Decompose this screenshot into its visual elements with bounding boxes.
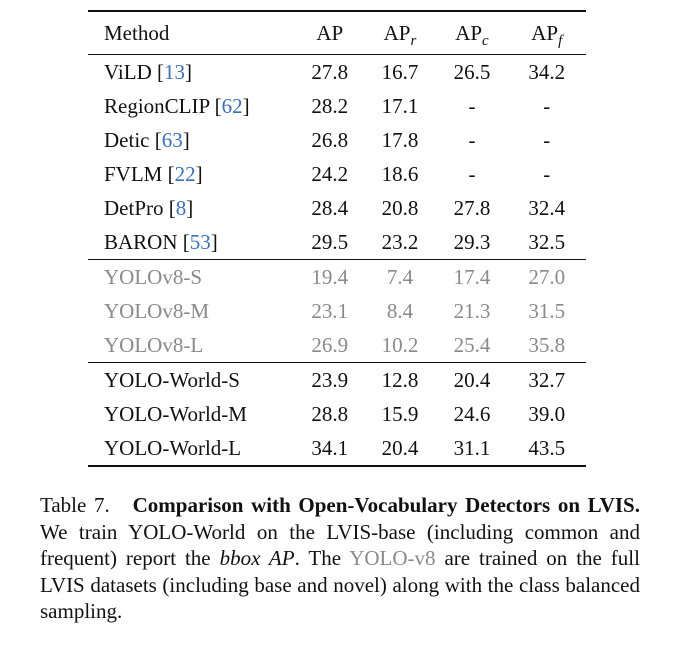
table-row: YOLO-World-M 28.8 15.9 24.6 39.0 — [88, 397, 586, 431]
ap-r-cell: 12.8 — [381, 368, 419, 392]
ap-f-cell: 39.0 — [528, 402, 566, 426]
ap-cell: 28.2 — [311, 94, 349, 118]
method-cell: Detic [63] — [104, 128, 190, 152]
ap-cell: 23.9 — [311, 368, 349, 392]
ap-f-cell: - — [543, 162, 551, 186]
reference-link[interactable]: 13 — [163, 60, 185, 84]
ap-cell: 28.4 — [311, 196, 349, 220]
table-row: YOLOv8-M 23.1 8.4 21.3 31.5 — [88, 294, 586, 328]
results-table-container: Method AP APr APc APf ViLD [13] 27.8 16.… — [88, 10, 586, 467]
ap-f-cell: 32.5 — [528, 230, 566, 254]
ap-r-cell: 20.4 — [381, 436, 419, 460]
caption-gray-term: YOLO-v8 — [349, 546, 436, 570]
comparison-table: Method AP APr APc APf ViLD [13] 27.8 16.… — [88, 10, 586, 467]
table-row: YOLO-World-S 23.9 12.8 20.4 32.7 — [88, 363, 586, 398]
ap-r-cell: 17.1 — [381, 94, 419, 118]
ap-r-cell: 23.2 — [381, 230, 419, 254]
yolov8-group: YOLOv8-S 19.4 7.4 17.4 27.0 YOLOv8-M 23.… — [88, 260, 586, 363]
ap-c-cell: - — [468, 94, 476, 118]
table-row: BARON [53] 29.5 23.2 29.3 32.5 — [88, 225, 586, 260]
ap-cell: 28.8 — [311, 402, 349, 426]
reference-link[interactable]: 62 — [221, 94, 243, 118]
method-cell: YOLO-World-L — [104, 436, 242, 460]
baseline-methods-group: ViLD [13] 27.8 16.7 26.5 34.2 RegionCLIP… — [88, 55, 586, 260]
table-row: DetPro [8] 28.4 20.8 27.8 32.4 — [88, 191, 586, 225]
ap-f-cell: 31.5 — [528, 299, 566, 323]
table-row: YOLOv8-S 19.4 7.4 17.4 27.0 — [88, 260, 586, 295]
method-cell: YOLOv8-M — [104, 299, 209, 323]
header-ap: AP — [316, 21, 344, 45]
header-row: Method AP APr APc APf — [88, 11, 586, 55]
reference-link[interactable]: 8 — [175, 196, 187, 220]
ap-r-cell: 7.4 — [386, 265, 414, 289]
ap-c-cell: 25.4 — [453, 333, 491, 357]
ap-c-cell: - — [468, 128, 476, 152]
method-cell: YOLOv8-S — [104, 265, 202, 289]
table-row: Detic [63] 26.8 17.8 - - — [88, 123, 586, 157]
reference-link[interactable]: 22 — [174, 162, 196, 186]
ap-r-cell: 10.2 — [381, 333, 419, 357]
ap-c-cell: - — [468, 162, 476, 186]
method-cell: YOLO-World-M — [104, 402, 247, 426]
ap-f-cell: 43.5 — [528, 436, 566, 460]
ap-f-cell: - — [543, 128, 551, 152]
ap-cell: 23.1 — [311, 299, 349, 323]
ap-c-cell: 21.3 — [453, 299, 491, 323]
ap-r-cell: 20.8 — [381, 196, 419, 220]
ap-r-cell: 8.4 — [386, 299, 414, 323]
table-row: YOLO-World-L 34.1 20.4 31.1 43.5 — [88, 431, 586, 466]
ap-cell: 24.2 — [311, 162, 349, 186]
ap-c-cell: 24.6 — [453, 402, 491, 426]
ap-cell: 34.1 — [311, 436, 349, 460]
method-cell: YOLO-World-S — [104, 368, 240, 392]
caption-title: Comparison with Open-Vocabulary Detector… — [132, 493, 640, 517]
ap-r-cell: 17.8 — [381, 128, 419, 152]
table-row: RegionCLIP [62] 28.2 17.1 - - — [88, 89, 586, 123]
ap-f-cell: 35.8 — [528, 333, 566, 357]
ap-f-cell: 32.7 — [528, 368, 566, 392]
caption-italic-term: bbox AP — [219, 546, 295, 570]
ap-f-cell: 27.0 — [528, 265, 566, 289]
ap-f-cell: 34.2 — [528, 60, 566, 84]
table-row: FVLM [22] 24.2 18.6 - - — [88, 157, 586, 191]
ap-cell: 26.9 — [311, 333, 349, 357]
ap-f-cell: - — [543, 94, 551, 118]
reference-link[interactable]: 53 — [189, 230, 211, 254]
ap-cell: 19.4 — [311, 265, 349, 289]
method-cell: ViLD [13] — [104, 60, 192, 84]
ap-c-cell: 20.4 — [453, 368, 491, 392]
caption-text-2: . The — [294, 546, 342, 570]
table-caption: Table 7. Comparison with Open-Vocabulary… — [40, 492, 640, 625]
method-cell: RegionCLIP [62] — [104, 94, 250, 118]
ap-c-cell: 27.8 — [453, 196, 491, 220]
ap-r-cell: 16.7 — [381, 60, 419, 84]
ap-cell: 26.8 — [311, 128, 349, 152]
header-method: Method — [104, 21, 170, 45]
table-row: ViLD [13] 27.8 16.7 26.5 34.2 — [88, 55, 586, 90]
ap-c-cell: 26.5 — [453, 60, 491, 84]
method-cell: YOLOv8-L — [104, 333, 204, 357]
ap-c-cell: 17.4 — [453, 265, 491, 289]
ap-cell: 27.8 — [311, 60, 349, 84]
reference-link[interactable]: 63 — [161, 128, 183, 152]
header-ap-r: APr — [383, 21, 417, 49]
ap-f-cell: 32.4 — [528, 196, 566, 220]
ap-c-cell: 29.3 — [453, 230, 491, 254]
caption-text-1: We train YOLO-World on the LVIS-base (in… — [40, 519, 640, 571]
method-cell: BARON [53] — [104, 230, 218, 254]
ap-r-cell: 18.6 — [381, 162, 419, 186]
table-row: YOLOv8-L 26.9 10.2 25.4 35.8 — [88, 328, 586, 363]
method-cell: DetPro [8] — [104, 196, 194, 220]
header-ap-c: APc — [455, 21, 489, 49]
ap-r-cell: 15.9 — [381, 402, 419, 426]
yolo-world-group: YOLO-World-S 23.9 12.8 20.4 32.7 YOLO-Wo… — [88, 363, 586, 466]
ap-c-cell: 31.1 — [453, 436, 491, 460]
method-cell: FVLM [22] — [104, 162, 203, 186]
ap-cell: 29.5 — [311, 230, 349, 254]
caption-text-3: are trained on the full LVIS datasets (i… — [40, 546, 640, 623]
caption-label: Table 7. — [40, 493, 110, 517]
header-ap-f: APf — [531, 21, 563, 49]
